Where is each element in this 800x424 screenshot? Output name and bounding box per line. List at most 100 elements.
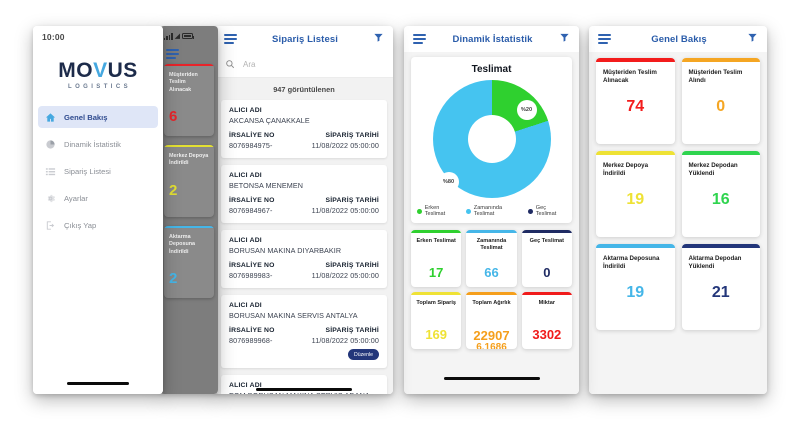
status-time: 10:00 (42, 32, 65, 42)
funnel-icon[interactable] (747, 30, 758, 48)
sidebar-item-cikis-yap[interactable]: Çıkış Yap (38, 214, 158, 236)
home-indicator (67, 382, 129, 385)
waybill-value: 8076989968- (229, 336, 273, 345)
recipient-value: BORUSAN MAKINA SERVIS ANTALYA (229, 311, 358, 320)
legend-swatch (417, 208, 422, 214)
recipient-label: ALICI ADI (229, 382, 262, 389)
order-date-value: 11/08/2022 05:00:00 (311, 141, 379, 150)
card-accent-bar (596, 151, 675, 155)
list-item[interactable]: ALICI ADI BORUSAN MAKINA SERVIS ANTALYA … (221, 295, 387, 368)
stat-card[interactable]: Miktar 3302 (521, 292, 572, 349)
card-value: 19 (626, 191, 645, 208)
overview-card[interactable]: Merkez Depoya İndirildi 2 (164, 144, 214, 217)
order-date-label: SİPARİŞ TARİHİ (325, 132, 379, 139)
sidebar-item-label: Sipariş Listesi (64, 166, 111, 176)
card-accent-bar (596, 244, 675, 248)
card-value: 3302 (532, 327, 562, 343)
recipient-label: ALICI ADI (229, 107, 262, 114)
list-icon (45, 166, 56, 177)
overview-card[interactable]: Merkez Depodan Yüklendi 16 (681, 151, 760, 237)
waybill-value: 8076984975- (229, 141, 273, 150)
overview-card[interactable]: Merkez Depoya İndirildi 19 (596, 151, 675, 237)
app-bar: Genel Bakış (589, 26, 767, 52)
sidebar-item-ayarlar[interactable]: Ayarlar (38, 187, 158, 209)
card-accent-bar (681, 58, 760, 62)
overview-card[interactable]: Aktarma Depodan Yüklendi 21 (681, 244, 760, 330)
order-date-label: SİPARİŞ TARİHİ (325, 197, 379, 204)
sidebar-item-label: Ayarlar (64, 193, 88, 203)
card-title: Müşteriden Teslim Alınacak (603, 68, 657, 84)
overview-grid: Müşteriden Teslim Alınacak 74 Müşteriden… (589, 52, 767, 336)
page-title: Sipariş Listesi (272, 33, 338, 45)
overview-card[interactable]: Aktarma Deposuna İndirildi 19 (596, 244, 675, 330)
phone-overview-panel: Genel Bakış Müşteriden Teslim Alınacak 7… (589, 26, 767, 394)
hamburger-icon[interactable] (160, 46, 218, 64)
logo-subtitle: LOGISTICS (68, 84, 131, 90)
card-value: 2 (169, 181, 178, 199)
card-title: Miktar (538, 300, 556, 306)
overview-card[interactable]: Müşteriden Teslim Alınacak 74 (596, 58, 675, 144)
logout-icon (45, 220, 56, 231)
list-item[interactable]: ALICI ADI EOM BORUSAN MAKINA SERVIS ADAN… (221, 375, 387, 394)
signal-icon (164, 32, 173, 40)
logo-text-v: V (93, 59, 108, 82)
list-item[interactable]: ALICI ADI BETONSA MENEMEN İRSALİYE NO 80… (221, 165, 387, 223)
waybill-label: İRSALİYE NO (229, 327, 275, 334)
legend-swatch (528, 208, 533, 214)
hamburger-icon[interactable] (413, 34, 426, 44)
legend-label: Geç Teslimat (535, 205, 557, 217)
hamburger-icon[interactable] (598, 34, 611, 44)
stat-card[interactable]: Toplam Ağırlık 22907 6.1686 (466, 292, 517, 349)
search-bar[interactable]: Ara (215, 52, 393, 78)
hamburger-icon[interactable] (224, 34, 237, 44)
overview-card[interactable]: Aktarma Deposuna İndirildi 2 (164, 225, 214, 298)
overview-card[interactable]: Müşteriden Teslim Alındı 0 (681, 58, 760, 144)
card-value: 19 (626, 284, 645, 301)
card-accent-bar (164, 225, 214, 229)
stat-card[interactable]: Erken Teslimat 17 (411, 230, 462, 287)
status-bar: 10:00 (33, 26, 163, 48)
card-title: Müşteriden Teslim Alınacak (169, 72, 198, 93)
stat-card[interactable]: Geç Teslimat 0 (521, 230, 572, 287)
card-title: Aktarma Depodan Yüklendi (688, 254, 742, 270)
card-value: 0 (716, 98, 726, 115)
card-value: 6 (169, 107, 178, 125)
sidebar-item-siparis-listesi[interactable]: Sipariş Listesi (38, 160, 158, 182)
stat-card[interactable]: Zamanında Teslimat 66 (466, 230, 517, 287)
legend-swatch (466, 208, 471, 214)
home-indicator (443, 377, 540, 380)
funnel-icon[interactable] (373, 30, 384, 48)
phone-statistics-panel: Dinamik İstatistik Teslimat %20 %80 Erke… (404, 26, 579, 394)
sidebar-item-dinamik-istatistik[interactable]: Dinamik İstatistik (38, 133, 158, 155)
status-bar: ◢ (160, 26, 218, 46)
sidebar-item-genel-bakis[interactable]: Genel Bakış (38, 106, 158, 128)
overview-card[interactable]: Müşteriden Teslim Alınacak 6 (164, 63, 214, 136)
card-value: 2 (169, 269, 178, 287)
list-item[interactable]: ALICI ADI BORUSAN MAKINA DIYARBAKIR İRSA… (221, 230, 387, 288)
card-value: 0 (543, 265, 551, 281)
card-value: 21 (711, 284, 730, 301)
card-accent-bar (681, 151, 760, 155)
waybill-value: 8076989983- (229, 271, 273, 280)
recipient-value: BORUSAN MAKINA DIYARBAKIR (229, 246, 342, 255)
app-bar: Dinamik İstatistik (404, 26, 579, 52)
stat-card[interactable]: Toplam Sipariş 169 (411, 292, 462, 349)
list-item[interactable]: ALICI ADI AKCANSA ÇANAKKALE İRSALİYE NO … (221, 100, 387, 158)
legend-label: Erken Teslimat (424, 205, 446, 217)
edit-button[interactable]: Düzenle (347, 349, 379, 360)
legend-item: Erken Teslimat (417, 205, 459, 217)
order-list-area[interactable]: 947 görüntülenen ALICI ADI AKCANSA ÇANAK… (215, 78, 393, 394)
search-input[interactable]: Ara (243, 60, 256, 69)
card-accent-bar (521, 292, 572, 295)
gear-icon (45, 193, 56, 204)
home-indicator (256, 388, 352, 391)
app-logo: MOVUS LOGISTICS (33, 60, 163, 90)
card-accent-bar (596, 58, 675, 62)
sidebar-menu: Genel Bakış Dinamik İstatistik (33, 106, 163, 236)
card-title: Erken Teslimat (416, 238, 456, 244)
card-value: 16 (711, 191, 730, 208)
logo-text-pre: MO (58, 59, 94, 82)
funnel-icon[interactable] (559, 30, 570, 48)
order-date-label: SİPARİŞ TARİHİ (325, 327, 379, 334)
